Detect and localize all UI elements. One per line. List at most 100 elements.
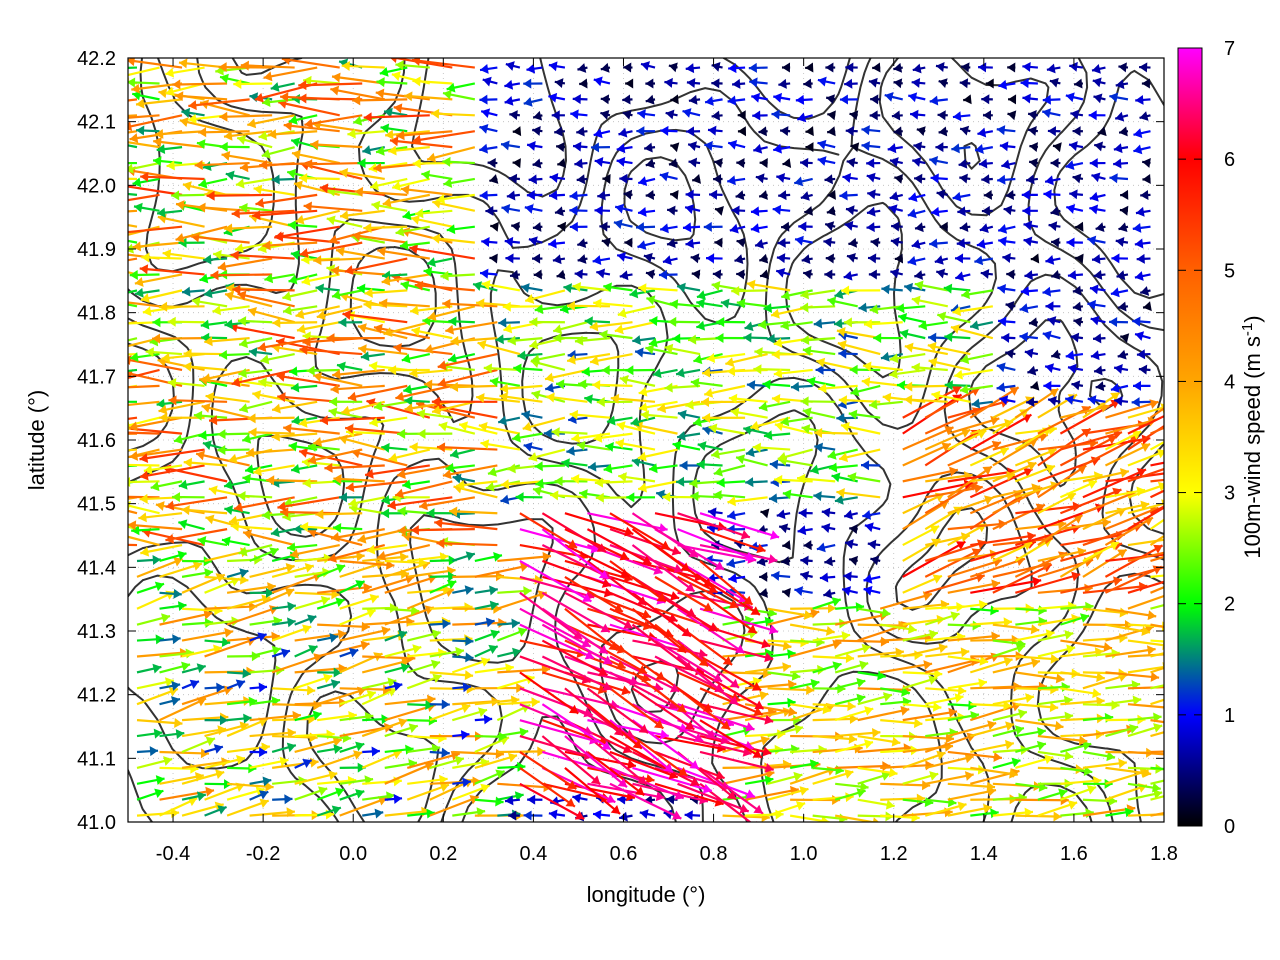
wind-vector-shaft — [834, 613, 889, 626]
wind-vector-head — [908, 624, 917, 634]
wind-vector — [857, 771, 891, 785]
wind-vector-head — [527, 794, 536, 805]
wind-vector-head — [745, 722, 755, 732]
wind-vector-head — [764, 775, 774, 786]
wind-vector — [924, 801, 967, 817]
wind-vector-head — [369, 593, 379, 604]
wind-vector-shaft — [925, 658, 980, 674]
wind-vector-head — [849, 713, 858, 724]
wind-vector-head — [745, 789, 755, 799]
wind-vector — [429, 618, 451, 629]
wind-vector-head — [864, 739, 874, 749]
wind-vector — [339, 690, 377, 706]
wind-vector — [902, 643, 948, 658]
wind-vector-head — [110, 401, 118, 411]
wind-vector — [204, 805, 227, 817]
wind-vector — [429, 794, 480, 817]
wind-vector-head — [398, 718, 408, 728]
wind-vector-head — [762, 746, 772, 757]
wind-vector-head — [465, 652, 474, 663]
wind-vector-head — [439, 782, 449, 793]
wind-vector-head — [431, 629, 441, 640]
wind-vector-head — [645, 774, 655, 784]
wind-vector-shaft — [699, 719, 763, 759]
wind-vector-head — [637, 775, 647, 785]
wind-vector-head — [794, 724, 803, 735]
wind-vector-shaft — [609, 687, 665, 730]
wind-vector-head — [881, 607, 891, 618]
wind-vector — [1015, 754, 1054, 769]
wind-vector — [1037, 629, 1074, 642]
wind-vector-head — [752, 749, 762, 758]
wind-vector — [880, 660, 933, 674]
wind-vector — [452, 777, 471, 788]
wind-vector — [541, 639, 608, 677]
wind-vector-head — [936, 750, 946, 761]
wind-vector — [361, 749, 403, 769]
wind-vector — [429, 747, 450, 758]
wind-vector-head — [663, 763, 673, 773]
wind-vector — [181, 791, 207, 802]
wind-vector — [812, 733, 858, 744]
wind-vector-head — [168, 687, 178, 697]
wind-vector-shaft — [542, 687, 620, 708]
wind-vector-head — [271, 645, 281, 656]
wind-vector-head — [1009, 768, 1018, 779]
wind-vector — [497, 761, 526, 772]
wind-vector-shaft — [699, 703, 774, 723]
wind-vector-shaft — [564, 735, 628, 788]
wind-vector-shaft — [519, 607, 592, 648]
wind-vector-head — [1014, 725, 1024, 735]
wind-vector-head — [113, 530, 122, 540]
wind-vector-head — [187, 797, 198, 807]
wind-vector — [1060, 785, 1097, 801]
wind-vector-shaft — [519, 671, 579, 715]
wind-vector — [880, 780, 931, 791]
wind-vector-head — [671, 810, 682, 820]
wind-vector-head — [331, 805, 341, 815]
wind-vector-head — [957, 685, 967, 696]
wind-vector-head — [284, 794, 293, 805]
wind-vector — [226, 713, 252, 724]
wind-vector-head — [674, 790, 684, 800]
wind-vector-shaft — [631, 607, 687, 654]
wind-vector — [1037, 750, 1074, 761]
wind-vector — [947, 631, 1000, 642]
wind-vector-head — [583, 707, 593, 718]
wind-vector — [159, 696, 181, 706]
wind-vector-head — [751, 682, 762, 691]
wind-vector-head — [320, 595, 330, 606]
wind-vector-head — [454, 755, 464, 766]
wind-vector — [1150, 811, 1164, 817]
wind-vector-head — [806, 685, 815, 696]
wind-vector-shaft — [609, 607, 674, 638]
wind-vector-head — [950, 611, 960, 621]
wind-vector-head — [111, 290, 120, 300]
wind-vector — [1127, 750, 1164, 756]
wind-vector-head — [1167, 590, 1176, 599]
wind-vector-head — [469, 794, 479, 805]
wind-vector — [699, 719, 763, 759]
wind-vector-head — [205, 736, 215, 747]
wind-vector-head — [333, 667, 342, 678]
wind-vector — [631, 687, 695, 731]
wind-vector — [1150, 750, 1164, 754]
wind-vector-head — [922, 591, 932, 601]
wind-vector-head — [1092, 688, 1101, 699]
wind-vector — [249, 588, 295, 610]
wind-vector-shaft — [835, 639, 890, 643]
wind-vector-shaft — [902, 710, 958, 722]
wind-vector-head — [205, 786, 215, 797]
wind-vector-head — [1011, 757, 1021, 768]
wind-vector — [362, 603, 399, 613]
wind-vector-head — [514, 791, 524, 802]
wind-vector-head — [929, 771, 939, 781]
wind-vector-head — [787, 679, 797, 690]
wind-vector-shaft — [925, 755, 974, 769]
wind-vector-head — [831, 597, 841, 607]
wind-vector-head — [537, 746, 546, 757]
wind-vector — [879, 591, 933, 610]
wind-vector-head — [856, 677, 866, 688]
wind-vector-head — [847, 701, 856, 712]
